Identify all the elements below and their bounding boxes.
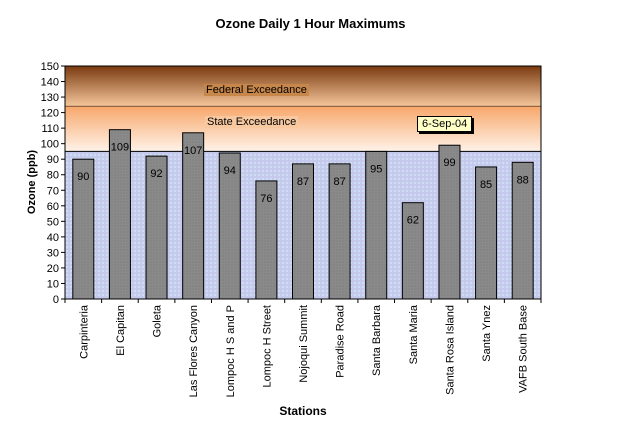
x-tick-label: Paradise Road [335, 305, 347, 378]
y-tick-label: 150 [41, 61, 59, 73]
bar [108, 129, 131, 300]
x-axis-label: Stations [279, 404, 327, 418]
federal-exceedance-label: Federal Exceedance [204, 84, 309, 96]
y-tick-label: 80 [47, 170, 59, 182]
x-tick-label: Santa Ynez [481, 305, 493, 362]
bar-value-label: 88 [517, 174, 529, 186]
x-tick-label: Goleta [152, 304, 164, 337]
bar [511, 161, 534, 300]
exceedance-bands [65, 66, 541, 152]
bar [255, 180, 278, 300]
y-tick-label: 90 [47, 154, 59, 166]
y-tick-label: 0 [53, 294, 59, 306]
y-tick-label: 50 [47, 216, 59, 228]
bar [365, 150, 388, 300]
bar-value-label: 95 [370, 163, 382, 175]
bar [475, 166, 498, 300]
bar-value-labels: 90 109 92 107 94 76 87 87 95 62 99 85 88 [77, 142, 529, 227]
x-tick-label: Las Flores Canyon [188, 305, 200, 397]
bar-value-label: 99 [443, 157, 455, 169]
date-annotation: 6-Sep-04 [417, 116, 473, 132]
x-tick-label: Santa Rosa Island [444, 305, 456, 395]
x-tick-labels: Carpinteria El Capitan Goleta Las Flores Ca… [78, 304, 529, 397]
bar [145, 155, 168, 300]
bar [438, 144, 461, 300]
x-tick-label: VAFB South Base [518, 305, 530, 393]
x-tick-label: Santa Maria [408, 304, 420, 364]
state-exceedance-label: State Exceedance [205, 116, 299, 128]
bar-value-label: 94 [224, 165, 236, 177]
y-tick-label: 70 [47, 185, 59, 197]
bar [182, 132, 205, 300]
bar-value-label: 87 [333, 176, 345, 188]
bar [401, 202, 424, 300]
y-tick-label: 30 [47, 247, 59, 259]
x-tick-label: Nojoqui Summit [298, 305, 310, 383]
y-tick-labels: 0 10 20 30 40 50 60 70 80 90 100 110 120 130 140 150 [41, 61, 59, 306]
bar [218, 152, 241, 300]
y-tick-label: 140 [41, 77, 59, 89]
x-tick-label: Lompoc H S and P [225, 305, 237, 397]
y-tick-label: 60 [47, 201, 59, 213]
bar [72, 158, 95, 300]
chart-title: Ozone Daily 1 Hour Maximums [215, 16, 406, 31]
bar-value-label: 109 [111, 142, 129, 154]
y-tick-label: 110 [41, 123, 59, 135]
y-tick-label: 20 [47, 263, 59, 275]
y-tick-label: 40 [47, 232, 59, 244]
bar [328, 163, 351, 300]
x-tick-label: Santa Barbara [371, 304, 383, 376]
bar-value-label: 90 [77, 171, 89, 183]
bar-value-label: 76 [260, 193, 272, 205]
bar-value-label: 87 [297, 176, 309, 188]
bar [292, 163, 314, 300]
x-tick-label: Carpinteria [78, 304, 90, 359]
x-tick-label: Lompoc H Street [261, 305, 273, 388]
y-tick-label: 120 [41, 108, 59, 120]
y-axis-label: Ozone (ppb) [26, 149, 38, 215]
bars [72, 129, 534, 300]
bar-value-label: 92 [150, 168, 162, 180]
bar-value-label: 107 [184, 145, 202, 157]
bar-value-label: 85 [480, 179, 492, 191]
y-tick-label: 100 [41, 139, 59, 151]
y-tick-label: 130 [41, 92, 59, 104]
bar-value-label: 62 [407, 215, 419, 227]
x-tick-label: El Capitan [115, 305, 127, 356]
y-tick-label: 10 [47, 278, 59, 290]
